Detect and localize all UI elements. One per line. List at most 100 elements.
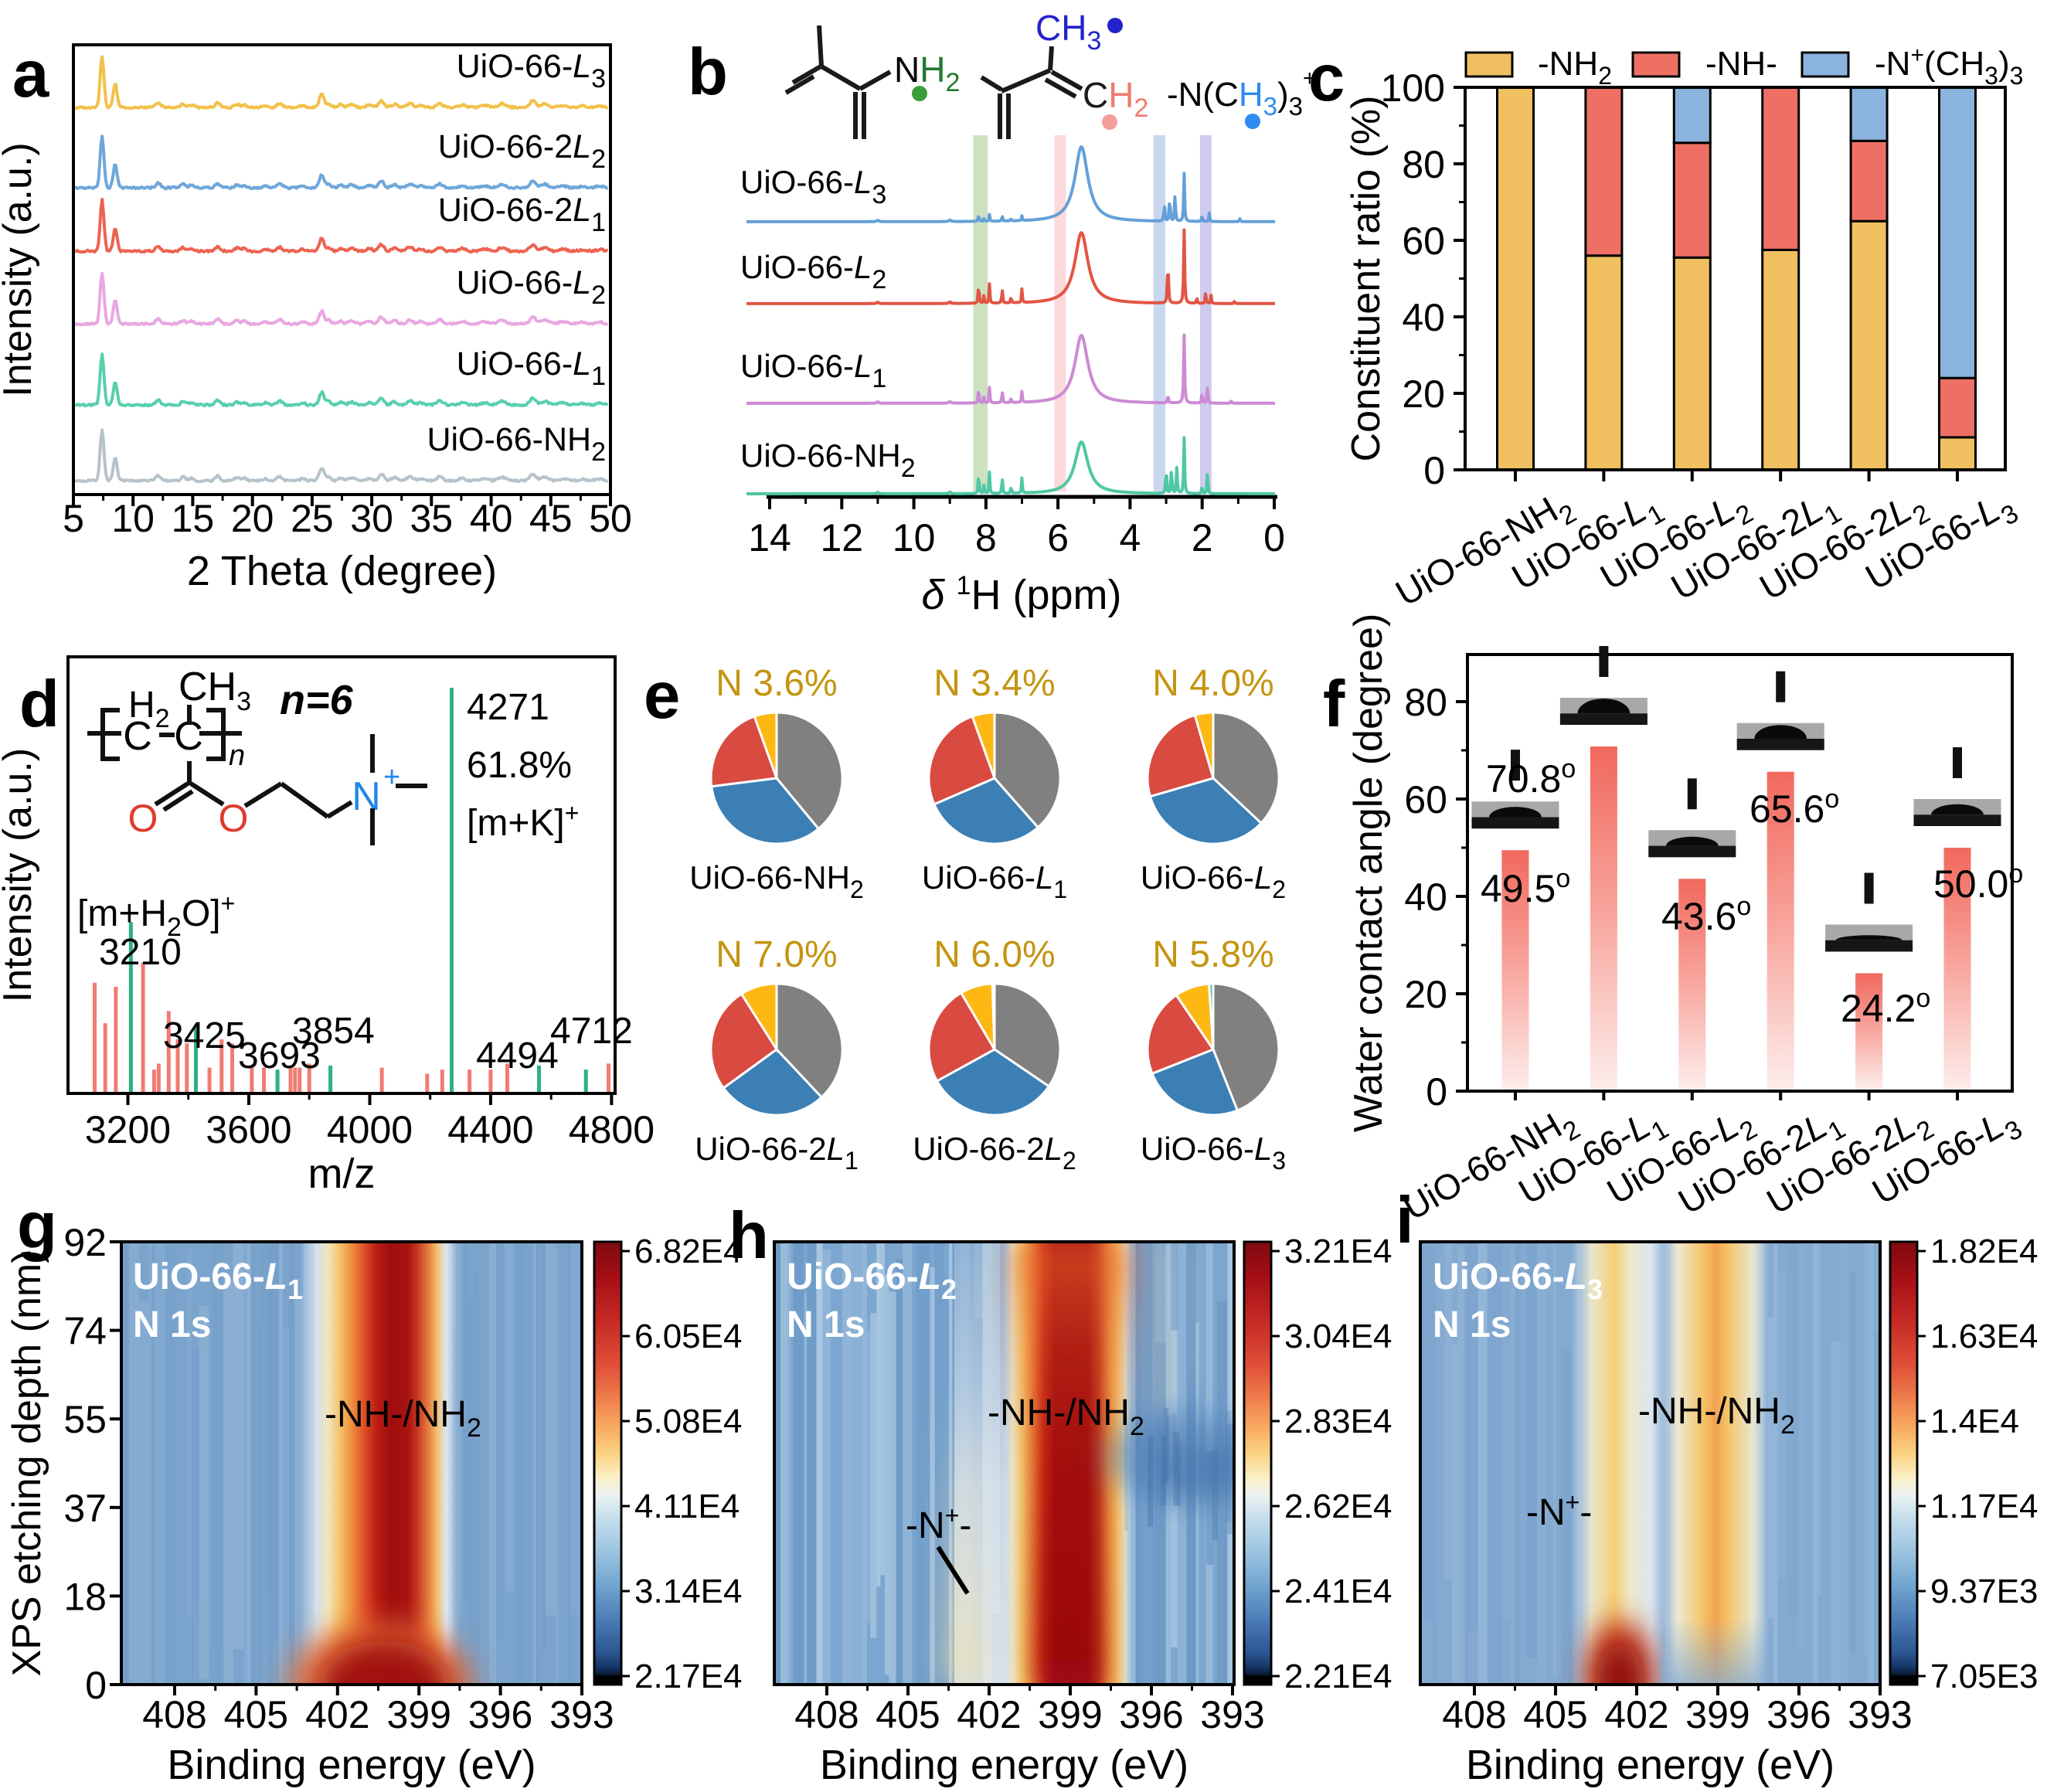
svg-text:2.21E4: 2.21E4 bbox=[1284, 1658, 1392, 1695]
svg-text:396: 396 bbox=[1119, 1693, 1183, 1736]
svg-text:20: 20 bbox=[1402, 372, 1445, 416]
svg-text:h: h bbox=[729, 1199, 769, 1273]
svg-text:50.0o: 50.0o bbox=[1933, 859, 2023, 906]
svg-text:0: 0 bbox=[1426, 1070, 1447, 1114]
svg-text:CH2: CH2 bbox=[1083, 75, 1148, 123]
svg-text:δ 1​H (ppm): δ 1​H (ppm) bbox=[922, 571, 1122, 618]
svg-text:0: 0 bbox=[1263, 516, 1285, 559]
svg-text:CH3: CH3 bbox=[1035, 8, 1101, 56]
svg-text:402: 402 bbox=[1604, 1693, 1668, 1736]
svg-text:2.83E4: 2.83E4 bbox=[1284, 1403, 1392, 1440]
svg-text:0: 0 bbox=[85, 1664, 107, 1707]
svg-text:1.17E4: 1.17E4 bbox=[1930, 1488, 2038, 1525]
svg-text:N 1s: N 1s bbox=[1433, 1304, 1511, 1345]
svg-text:80: 80 bbox=[1404, 681, 1447, 724]
svg-text:40: 40 bbox=[1404, 876, 1447, 919]
svg-text:393: 393 bbox=[1200, 1693, 1264, 1736]
svg-text:g: g bbox=[17, 1189, 57, 1263]
svg-text:4712: 4712 bbox=[550, 1011, 633, 1052]
svg-text:20: 20 bbox=[231, 497, 274, 540]
svg-text:-NH-/NH2​: -NH-/NH2​ bbox=[1638, 1391, 1795, 1440]
svg-text:40: 40 bbox=[470, 497, 513, 540]
svg-text:20: 20 bbox=[1404, 973, 1447, 1016]
svg-text:40: 40 bbox=[1402, 296, 1445, 339]
svg-text:-N+​(CH3​)3​: -N+​(CH3​)3​ bbox=[1875, 43, 2023, 90]
svg-text:10: 10 bbox=[893, 516, 936, 559]
svg-text:-N+​-: -N+​- bbox=[1526, 1488, 1592, 1533]
svg-text:UiO-66-L3: UiO-66-L3 bbox=[1433, 1256, 1603, 1305]
svg-text:1.63E4: 1.63E4 bbox=[1930, 1318, 2038, 1355]
svg-text:Constituent ratio (%): Constituent ratio (%) bbox=[1344, 96, 1389, 462]
svg-text:i: i bbox=[1396, 1184, 1414, 1257]
svg-text:2: 2 bbox=[1192, 516, 1213, 559]
svg-text:-NH-/NH2​: -NH-/NH2​ bbox=[325, 1394, 481, 1443]
svg-text:60: 60 bbox=[1404, 778, 1447, 821]
svg-text:3425: 3425 bbox=[163, 1015, 246, 1056]
svg-text:60: 60 bbox=[1402, 219, 1445, 263]
svg-text:70.8o: 70.8o bbox=[1486, 754, 1576, 801]
svg-text:6.05E4: 6.05E4 bbox=[634, 1318, 742, 1355]
svg-text:e: e bbox=[644, 659, 680, 733]
svg-text:3.14E4: 3.14E4 bbox=[634, 1573, 742, 1610]
svg-text:7.05E3: 7.05E3 bbox=[1930, 1658, 2038, 1695]
svg-text:Binding energy (eV): Binding energy (eV) bbox=[820, 1742, 1188, 1788]
svg-text:Intensity (a.u.): Intensity (a.u.) bbox=[0, 142, 40, 396]
svg-text:-NH-/NH2​: -NH-/NH2​ bbox=[988, 1392, 1144, 1441]
svg-text:37: 37 bbox=[63, 1487, 107, 1530]
svg-text:49.5o: 49.5o bbox=[1481, 864, 1570, 910]
svg-text:4494: 4494 bbox=[476, 1035, 559, 1076]
svg-text:43.6o: 43.6o bbox=[1661, 892, 1751, 938]
svg-text:Water contact angle (degree): Water contact angle (degree) bbox=[1346, 614, 1391, 1133]
svg-text:408: 408 bbox=[794, 1693, 859, 1736]
svg-text:UiO-66-L2: UiO-66-L2 bbox=[787, 1256, 957, 1305]
svg-text:UiO-66-L1: UiO-66-L1 bbox=[133, 1256, 303, 1305]
svg-text:4400: 4400 bbox=[447, 1108, 533, 1151]
svg-text:3693: 3693 bbox=[238, 1035, 321, 1076]
svg-text:4: 4 bbox=[1119, 516, 1141, 559]
svg-text:35: 35 bbox=[410, 497, 453, 540]
svg-text:N: N bbox=[352, 774, 381, 819]
svg-text:405: 405 bbox=[876, 1693, 940, 1736]
svg-text:4000: 4000 bbox=[327, 1108, 413, 1151]
svg-text:4.11E4: 4.11E4 bbox=[634, 1488, 740, 1525]
svg-text:396: 396 bbox=[468, 1693, 532, 1736]
svg-text:2 Theta (degree): 2 Theta (degree) bbox=[187, 548, 497, 594]
svg-text:80: 80 bbox=[1402, 143, 1445, 186]
svg-text:399: 399 bbox=[386, 1693, 451, 1736]
svg-text:4271: 4271 bbox=[467, 687, 549, 728]
svg-text:30: 30 bbox=[350, 497, 393, 540]
svg-text:402: 402 bbox=[957, 1693, 1021, 1736]
svg-text:m/z: m/z bbox=[308, 1151, 376, 1197]
svg-text:396: 396 bbox=[1766, 1693, 1831, 1736]
svg-text:399: 399 bbox=[1038, 1693, 1102, 1736]
svg-text:14: 14 bbox=[748, 516, 791, 559]
svg-text:18: 18 bbox=[63, 1575, 107, 1618]
svg-text:6: 6 bbox=[1047, 516, 1069, 559]
svg-text:a: a bbox=[12, 38, 49, 111]
svg-text:O: O bbox=[128, 797, 158, 840]
svg-text:3600: 3600 bbox=[206, 1108, 291, 1151]
svg-text:N 3.4%: N 3.4% bbox=[933, 663, 1055, 704]
svg-text:1.4E4: 1.4E4 bbox=[1930, 1403, 2019, 1440]
svg-text:8: 8 bbox=[975, 516, 997, 559]
svg-text:N 4.0%: N 4.0% bbox=[1152, 663, 1273, 704]
svg-text:25: 25 bbox=[291, 497, 334, 540]
svg-text:92: 92 bbox=[63, 1221, 107, 1264]
svg-text:c: c bbox=[1308, 42, 1345, 115]
svg-text:XPS etching depth (nm): XPS etching depth (nm) bbox=[5, 1250, 49, 1676]
svg-text:N 6.0%: N 6.0% bbox=[933, 934, 1055, 975]
svg-text:3854: 3854 bbox=[292, 1011, 375, 1052]
svg-text:C: C bbox=[123, 714, 152, 759]
svg-text:408: 408 bbox=[142, 1693, 206, 1736]
svg-text:393: 393 bbox=[549, 1693, 614, 1736]
svg-text:5: 5 bbox=[63, 497, 84, 540]
svg-text:-N+​-: -N+​- bbox=[906, 1501, 971, 1546]
svg-text:N 1s: N 1s bbox=[787, 1304, 865, 1345]
svg-text:4800: 4800 bbox=[569, 1108, 655, 1151]
svg-text:Binding energy (eV): Binding energy (eV) bbox=[167, 1742, 536, 1788]
svg-text:N 3.6%: N 3.6% bbox=[716, 663, 837, 704]
svg-text:+: + bbox=[383, 761, 400, 794]
svg-text:d: d bbox=[19, 668, 60, 741]
svg-text:9.37E3: 9.37E3 bbox=[1930, 1573, 2038, 1610]
svg-text:-NH-: -NH- bbox=[1705, 45, 1777, 83]
